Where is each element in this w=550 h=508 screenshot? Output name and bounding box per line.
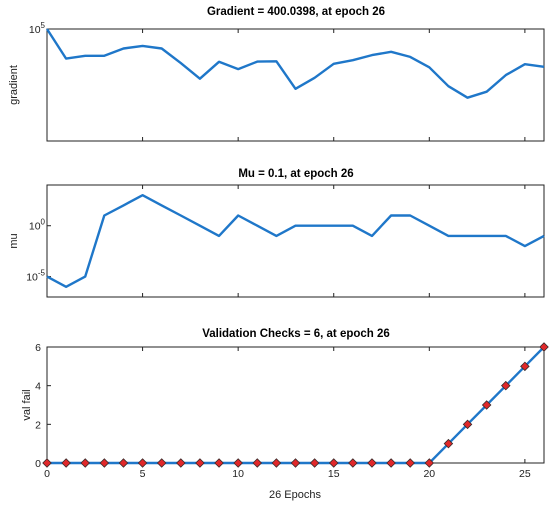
data-point-marker (309, 458, 320, 468)
y-tick-label: 2 (35, 419, 41, 431)
mu-series-line (46, 193, 545, 288)
y-tick-label: 0 (35, 458, 41, 470)
data-point-marker (405, 458, 415, 468)
data-point-marker (195, 458, 205, 468)
mu-y-axis-label: mu (8, 233, 20, 248)
data-point-marker (481, 400, 492, 410)
data-point-marker (367, 458, 377, 468)
validation-y-axis-label: val fail (21, 389, 33, 420)
data-point-marker (61, 458, 71, 468)
data-point-marker (99, 458, 110, 468)
data-point-marker (271, 458, 282, 468)
data-point-marker (290, 458, 301, 468)
x-tick-label: 20 (423, 468, 435, 480)
validation-markers (42, 342, 549, 468)
y-tick-label: 6 (35, 342, 41, 354)
y-tick-label: 100 (29, 218, 46, 233)
gradient-y-tick-labels: 105 (29, 21, 46, 36)
x-tick-label: 10 (232, 468, 244, 480)
gradient-plot-area (46, 28, 545, 142)
data-point-marker (252, 458, 263, 468)
data-point-marker (156, 458, 167, 468)
y-tick-label: 10-5 (26, 269, 45, 284)
validation-title: Validation Checks = 6, at epoch 26 (202, 328, 390, 340)
gradient-series-line (45, 28, 545, 99)
mu-title: Mu = 0.1, at epoch 26 (238, 168, 353, 180)
mu-panel: Mu = 0.1, at epoch 26 100 10-5 mu (8, 168, 545, 298)
gradient-panel: Gradient = 400.0398, at epoch 26 105 gra… (8, 6, 545, 142)
data-point-marker (386, 458, 396, 468)
mu-y-tick-labels: 100 10-5 (26, 218, 45, 284)
data-point-marker (328, 458, 339, 468)
data-point-marker (118, 458, 129, 468)
gradient-title: Gradient = 400.0398, at epoch 26 (207, 6, 385, 18)
data-point-marker (176, 458, 186, 468)
data-point-marker (501, 380, 511, 391)
data-point-marker (42, 458, 52, 468)
data-point-marker (137, 458, 148, 468)
x-tick-label: 15 (328, 468, 340, 480)
data-point-marker (462, 419, 473, 430)
y-tick-label: 4 (35, 381, 41, 393)
x-tick-label: 5 (140, 468, 146, 480)
gradient-ticks (46, 28, 526, 141)
data-point-marker (539, 342, 549, 352)
x-axis-label: 26 Epochs (269, 489, 321, 501)
data-point-marker (520, 361, 530, 372)
x-tick-label: 0 (44, 468, 50, 480)
y-tick-label: 105 (29, 21, 46, 36)
data-point-marker (233, 458, 243, 468)
data-point-marker (443, 438, 454, 449)
validation-tick-labels: 0 2 4 6 0 5 10 15 20 25 (35, 342, 531, 480)
data-point-marker (80, 458, 90, 468)
x-tick-label: 25 (519, 468, 531, 480)
mu-plot-area (46, 184, 545, 298)
mu-ticks (46, 185, 526, 297)
data-point-marker (424, 458, 435, 468)
gradient-y-axis-label: gradient (8, 65, 20, 105)
validation-panel: Validation Checks = 6, at epoch 26 02460… (21, 328, 549, 501)
data-point-marker (348, 458, 358, 468)
data-point-marker (214, 458, 224, 468)
validation-plot-area (46, 346, 545, 464)
